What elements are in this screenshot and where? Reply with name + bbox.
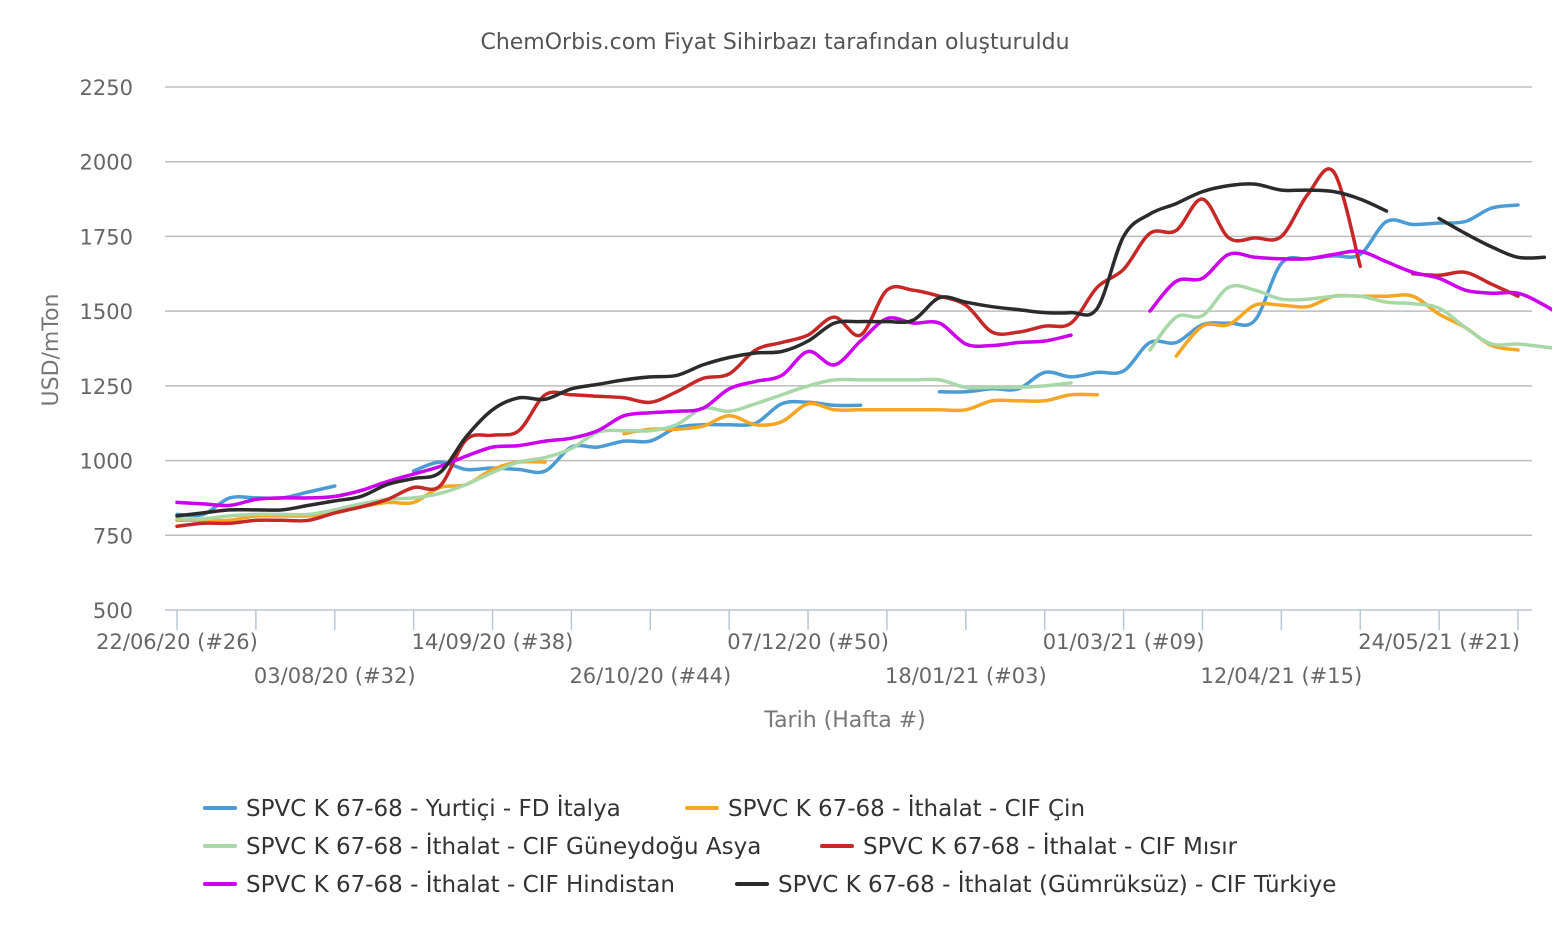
y-tick-labels: 500 750 1000 1250 1500 1750 2000 2250 — [80, 76, 133, 623]
series-segment — [1437, 216, 1547, 260]
series-line — [175, 182, 1547, 518]
y-tick-label: 2250 — [80, 76, 133, 100]
series-segment — [411, 399, 863, 475]
series-line — [175, 203, 1520, 518]
legend: SPVC K 67-68 - Yurtiçi - FD İtalya SPVC K… — [203, 794, 1336, 898]
series-segment — [175, 167, 1362, 529]
x-tick-label: 01/03/21 (#09) — [1043, 630, 1205, 654]
y-axis-label: USD/mTon — [39, 294, 64, 407]
legend-label: SPVC K 67-68 - İthalat - CIF Güneydoğu A… — [246, 832, 761, 860]
x-tick-label: 22/06/20 (#26) — [96, 630, 258, 654]
y-tick-label: 2000 — [80, 151, 133, 175]
x-tick-label: 24/05/21 (#21) — [1358, 630, 1520, 654]
y-tick-label: 1750 — [80, 225, 133, 249]
x-tick-label: 26/10/20 (#44) — [569, 664, 731, 688]
series-line — [175, 249, 1552, 508]
x-tick-label: 03/08/20 (#32) — [254, 664, 416, 688]
legend-item[interactable]: SPVC K 67-68 - İthalat - CIF Mısır — [820, 832, 1238, 860]
x-tick-label: 14/09/20 (#38) — [412, 630, 574, 654]
legend-label: SPVC K 67-68 - İthalat - CIF Hindistan — [246, 870, 675, 898]
legend-label: SPVC K 67-68 - İthalat - CIF Çin — [728, 794, 1085, 822]
y-tick-label: 1250 — [80, 375, 133, 399]
legend-label: SPVC K 67-68 - Yurtiçi - FD İtalya — [246, 794, 621, 822]
series-segment — [1174, 293, 1520, 358]
series-segment — [1148, 249, 1552, 313]
gridlines — [165, 86, 1532, 537]
legend-item[interactable]: SPVC K 67-68 - İthalat - CIF Çin — [685, 794, 1085, 822]
series-segment — [175, 182, 1389, 518]
series-segment — [1148, 283, 1552, 352]
legend-label: SPVC K 67-68 - İthalat - CIF Mısır — [863, 832, 1238, 860]
y-tick-label: 500 — [93, 599, 133, 623]
chart-title: ChemOrbis.com Fiyat Sihirbazı tarafından… — [480, 30, 1069, 55]
legend-label: SPVC K 67-68 - İthalat (Gümrüksüz) - CIF… — [778, 870, 1336, 898]
x-tick-label: 07/12/20 (#50) — [727, 630, 889, 654]
legend-item[interactable]: SPVC K 67-68 - İthalat - CIF Güneydoğu A… — [203, 832, 761, 860]
series-segment — [937, 203, 1520, 394]
x-tick-label: 12/04/21 (#15) — [1201, 664, 1363, 688]
series-lines — [175, 167, 1552, 529]
y-tick-label: 1000 — [80, 450, 133, 474]
series-segment — [622, 392, 1100, 436]
x-axis: 22/06/20 (#26) 03/08/20 (#32) 14/09/20 (#3… — [96, 609, 1532, 688]
series-line — [175, 283, 1552, 521]
legend-item[interactable]: SPVC K 67-68 - Yurtiçi - FD İtalya — [203, 794, 621, 822]
x-axis-label: Tarih (Hafta #) — [763, 708, 925, 733]
series-segment — [175, 316, 1073, 508]
legend-item[interactable]: SPVC K 67-68 - İthalat (Gümrüksüz) - CIF… — [735, 870, 1336, 898]
y-tick-label: 1500 — [80, 300, 133, 324]
x-tick-label: 18/01/21 (#03) — [885, 664, 1047, 688]
y-tick-label: 750 — [93, 524, 133, 548]
series-line — [175, 167, 1520, 529]
legend-item[interactable]: SPVC K 67-68 - İthalat - CIF Hindistan — [203, 870, 675, 898]
series-segment — [175, 377, 1073, 521]
